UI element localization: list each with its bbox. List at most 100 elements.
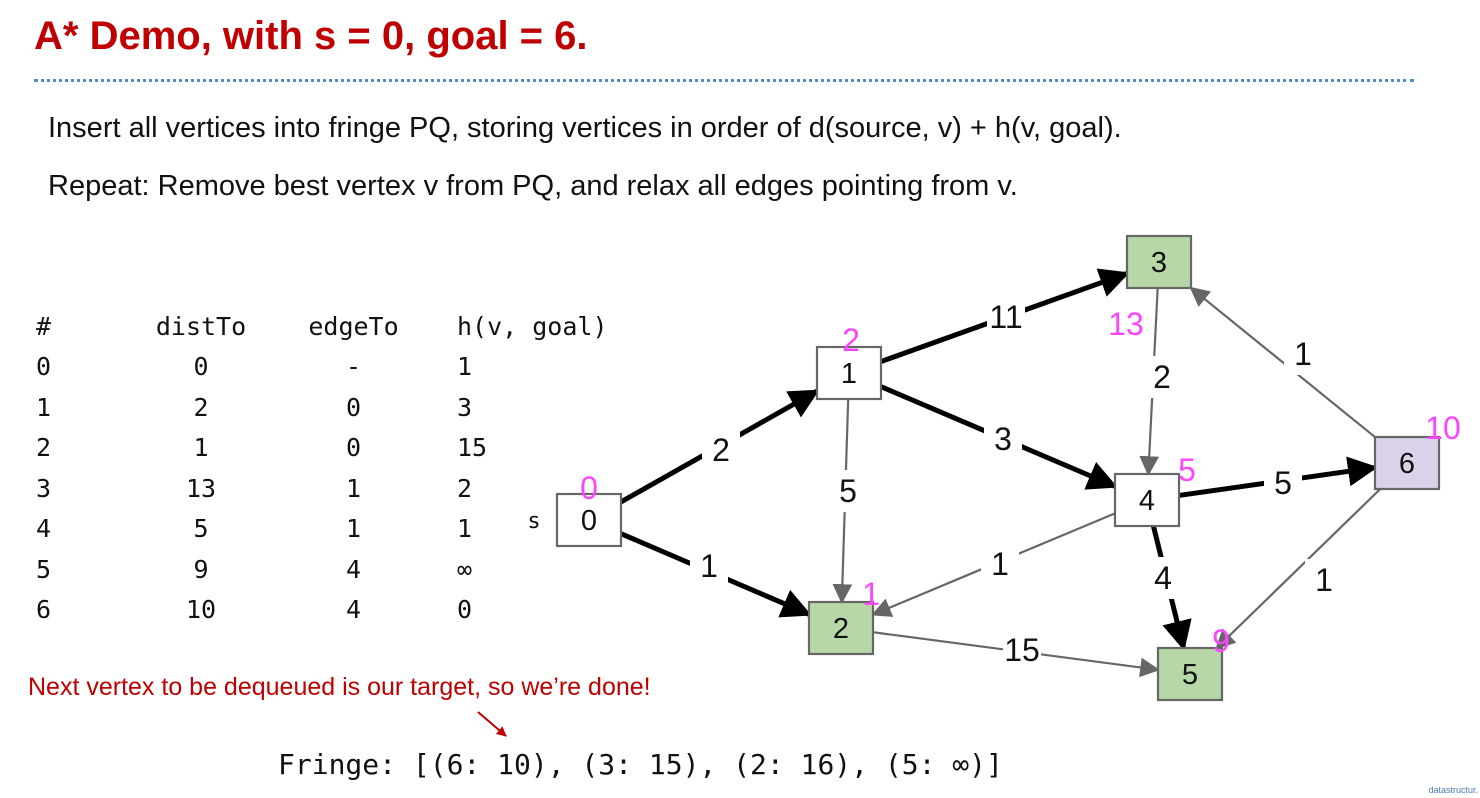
cell-distto: 13 [185, 473, 217, 503]
cell-heuristic: 2 [457, 473, 473, 503]
header-edgeto: edgeTo [308, 311, 399, 341]
node-3: 313 [1108, 234, 1193, 342]
cell-vertex: 4 [36, 514, 52, 544]
fringe-list: Fringe: [(6: 10), (3: 15), (2: 16), (5: … [278, 748, 1003, 781]
node-priority-label: 5 [1178, 452, 1196, 488]
cell-vertex: 2 [36, 433, 52, 463]
node-box [1125, 234, 1193, 290]
header-heuristic: h(v, goal) [457, 311, 608, 341]
source-label: s [527, 509, 540, 534]
table-row: 4 5 1 1 [24, 509, 647, 550]
cell-distto: 9 [193, 554, 209, 584]
node-6: 6 10 [1373, 410, 1461, 491]
cell-distto: 1 [193, 433, 209, 463]
cell-distto: 5 [193, 514, 209, 544]
node-box [815, 345, 883, 401]
table-row: 2 1 0 15 [24, 428, 647, 469]
instruction-line-1: Insert all vertices into fringe PQ, stor… [48, 112, 1122, 144]
table-row: 3 13 1 2 [24, 468, 647, 509]
cell-edgeto: 0 [345, 433, 362, 463]
edge-label-bg [829, 470, 867, 512]
node-priority-label: 13 [1108, 306, 1144, 342]
table-row: 1 2 0 3 [24, 387, 647, 428]
cell-distto: 10 [185, 595, 217, 625]
node-priority-label: 9 [1212, 623, 1230, 659]
edge-weight-label: 1 [700, 548, 718, 584]
note-arrow-icon [477, 711, 507, 737]
edge-label-bg [981, 543, 1019, 585]
node-4: 45 [1113, 452, 1196, 528]
cell-vertex: 0 [36, 352, 52, 382]
table-header-row: # distTo edgeTo h(v, goal) [24, 306, 647, 347]
edge-weight-label: 5 [839, 473, 857, 509]
edge-6-3: 1 [1189, 286, 1376, 438]
distance-table: # distTo edgeTo h(v, goal) 0 0 - 1 1 2 0… [24, 306, 647, 630]
node-box [1156, 646, 1224, 702]
edge-weight-label: 5 [1274, 465, 1292, 501]
node-label: 2 [833, 613, 849, 645]
cell-vertex: 5 [36, 554, 52, 584]
cell-vertex: 6 [36, 595, 52, 625]
slide-title: A* Demo, with s = 0, goal = 6. [34, 14, 588, 58]
edge-label-bg [1305, 559, 1343, 601]
edge-0-1: 2 [619, 388, 820, 505]
cell-distto: 0 [193, 352, 209, 382]
cell-heuristic: ∞ [457, 554, 473, 584]
node-box [1113, 472, 1181, 528]
header-distto: distTo [155, 311, 247, 341]
edge-line [1215, 488, 1382, 650]
node-priority-label: 1 [862, 576, 880, 612]
edge-label-bg [1264, 462, 1302, 504]
edge-weight-label: 15 [1004, 632, 1040, 668]
cell-edgeto: - [345, 352, 362, 382]
edge-weight-label: 1 [991, 546, 1009, 582]
table-row: 5 9 4 ∞ [24, 549, 647, 590]
edge-weight-label: 2 [1153, 359, 1171, 395]
edge-weight-label: 11 [989, 299, 1022, 335]
cell-vertex: 3 [36, 473, 52, 503]
edge-4-2: 1 [871, 512, 1116, 617]
edge-3-4: 2 [1139, 287, 1181, 476]
node-label: 6 [1399, 448, 1415, 480]
edge-0-2: 1 [620, 531, 812, 618]
edge-1-2: 5 [829, 398, 867, 604]
edge-weight-label: 3 [994, 421, 1012, 457]
cell-edgeto: 1 [345, 514, 362, 544]
table-row: 0 0 - 1 [24, 347, 647, 388]
edge-weight-label: 1 [1315, 562, 1333, 598]
cell-edgeto: 0 [345, 392, 362, 422]
node-label: 1 [841, 358, 857, 390]
edge-weight-label: 4 [1154, 560, 1172, 596]
node-box [555, 492, 623, 548]
node-label: 0 [581, 505, 597, 537]
instruction-line-2: Repeat: Remove best vertex v from PQ, an… [48, 170, 1018, 202]
cell-edgeto: 4 [345, 595, 362, 625]
edge-label-bg [987, 296, 1025, 338]
node-label: 3 [1151, 247, 1167, 279]
edge-6-5: 1 [1215, 488, 1382, 650]
node-label: 4 [1139, 485, 1155, 517]
node-priority-label: 10 [1425, 410, 1461, 446]
cell-distto: 2 [193, 392, 209, 422]
node-5: 59 [1156, 623, 1230, 702]
node-priority-label: 2 [842, 322, 860, 358]
edge-label-bg [1284, 333, 1322, 375]
edge-label-bg [1003, 629, 1041, 671]
edge-weight-label: 1 [1294, 336, 1312, 372]
node-1: 12 [815, 322, 883, 401]
edge-1-3: 11 [880, 268, 1130, 364]
node-label: 5 [1182, 659, 1198, 691]
edge-label-bg [690, 545, 728, 587]
node-0: 00 [555, 470, 623, 548]
cell-heuristic: 3 [457, 392, 473, 422]
node-box [1373, 435, 1441, 491]
cell-heuristic: 0 [457, 595, 473, 625]
cell-heuristic: 1 [457, 352, 473, 382]
edge-weight-label: 2 [712, 432, 730, 468]
node-box [807, 600, 875, 656]
cell-edgeto: 1 [345, 473, 362, 503]
edge-label-bg [702, 429, 740, 471]
node-2: 21 [807, 576, 880, 656]
edge-2-5: 15 [872, 629, 1160, 678]
edge-label-bg [984, 418, 1022, 460]
